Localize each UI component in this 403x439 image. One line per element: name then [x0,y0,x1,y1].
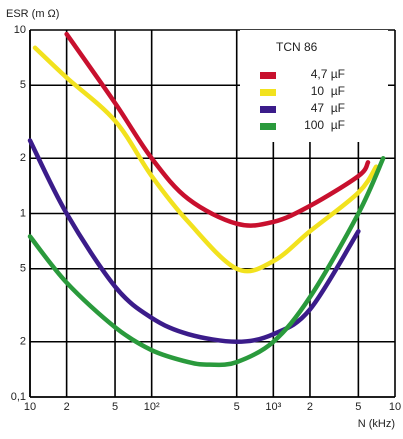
legend-swatch [260,123,276,130]
x-tick-label: 2 [307,401,313,413]
x-tick-label: 10 [24,401,36,413]
x-tick-label: 2 [64,401,70,413]
x-tick-label: 10 [389,401,401,413]
legend-swatch [260,106,276,113]
curve [27,156,386,368]
x-tick-label: 10³ [265,401,281,413]
y-tick-label: 5 [20,79,26,91]
x-tick-label: 5 [234,401,240,413]
legend-title: TCN 86 [276,40,318,54]
y-tick-label: 5 [20,263,26,275]
curve [27,138,361,345]
curve [32,45,379,274]
y-tick-label: 0,1 [11,391,26,403]
x-tick-label: 5 [112,401,118,413]
legend-label: 100 µF [304,118,345,132]
legend-swatch [260,89,276,96]
legend-label: 4,7 µF [311,67,345,81]
legend-label: 10 µF [311,84,345,98]
y-tick-label: 10 [14,24,26,36]
legend-swatch [260,72,276,79]
y-axis-title: ESR (m Ω) [6,8,59,20]
y-tick-label: 2 [20,336,26,348]
x-axis-title: N (kHz) [358,418,395,430]
curve [64,31,371,228]
x-tick-label: 10² [144,401,160,413]
x-tick-label: 5 [355,401,361,413]
legend-label: 47 µF [311,101,345,115]
y-tick-label: 2 [20,152,26,164]
y-tick-label: 1 [20,207,26,219]
